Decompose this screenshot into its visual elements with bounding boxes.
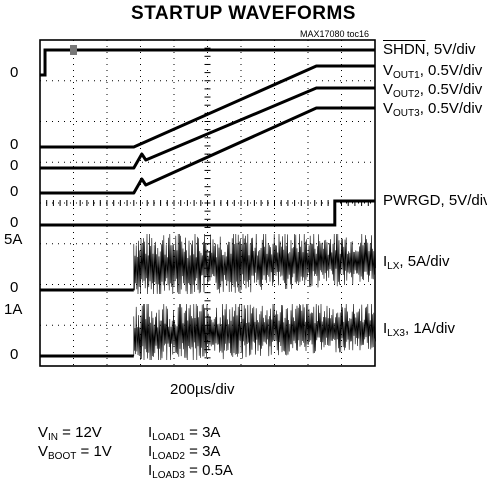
channel-label-vout2: VOUT2, 0.5V/div	[383, 81, 483, 100]
channel-label-ilx: ILX, 5A/div	[383, 253, 450, 272]
condition-iload2: ILOAD2 = 3A	[148, 443, 221, 462]
left-label-vout1-zero: 0	[10, 136, 19, 153]
trace-vout1	[40, 64, 375, 149]
trace-shdn	[40, 48, 375, 77]
trigger-marker	[70, 45, 77, 55]
left-label-shdn-zero: 0	[10, 64, 19, 81]
left-label-vout3-zero: 0	[10, 183, 19, 200]
condition-iload3: ILOAD3 = 0.5A	[148, 462, 233, 481]
condition-iload1: ILOAD1 = 3A	[148, 424, 221, 443]
channel-label-shdn: SHDN, 5V/div	[383, 41, 476, 58]
channel-label-ilx3: ILX3, 1A/div	[383, 320, 456, 339]
left-label-vout2-zero: 0	[10, 157, 19, 174]
trace-vout2	[40, 86, 375, 170]
trace-pwrgd	[40, 199, 375, 227]
trace-ilx	[133, 233, 376, 295]
channel-label-pwrgd: PWRGD, 5V/div	[383, 192, 487, 209]
left-label-ilx3-1a: 1A	[4, 301, 23, 318]
trace-vout3	[40, 106, 375, 195]
condition-vin: VIN = 12V	[38, 424, 102, 443]
left-label-ilx-zero: 0	[10, 279, 19, 296]
figure-tag: MAX17080 toc16	[300, 29, 370, 39]
condition-vboot: VBOOT = 1V	[38, 443, 112, 462]
left-label-ilx3-zero: 0	[10, 346, 19, 363]
left-label-ilx-5a: 5A	[4, 231, 23, 248]
left-label-pwrgd-zero: 0	[10, 214, 19, 231]
trace-ilx3	[133, 303, 376, 361]
timebase-label: 200µs/div	[170, 381, 235, 398]
channel-label-vout1: VOUT1, 0.5V/div	[383, 62, 483, 81]
chart-title: STARTUP WAVEFORMS	[131, 3, 356, 24]
channel-label-vout3: VOUT3, 0.5V/div	[383, 100, 483, 119]
